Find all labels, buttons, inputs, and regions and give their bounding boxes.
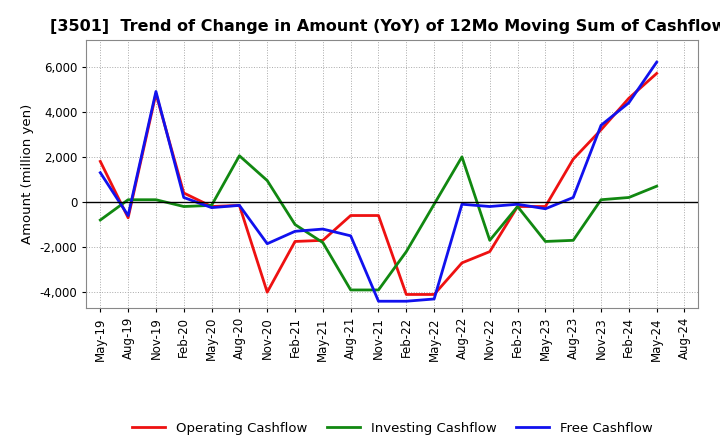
Operating Cashflow <box>263 290 271 295</box>
Investing Cashflow <box>152 197 161 202</box>
Operating Cashflow <box>569 157 577 162</box>
Investing Cashflow <box>291 222 300 227</box>
Operating Cashflow <box>96 159 104 164</box>
Operating Cashflow <box>458 260 467 265</box>
Free Cashflow <box>624 100 633 106</box>
Operating Cashflow <box>402 292 410 297</box>
Free Cashflow <box>541 206 550 211</box>
Free Cashflow <box>458 202 467 207</box>
Free Cashflow <box>207 205 216 210</box>
Operating Cashflow <box>291 239 300 244</box>
Investing Cashflow <box>485 238 494 243</box>
Investing Cashflow <box>263 178 271 183</box>
Operating Cashflow <box>513 204 522 209</box>
Free Cashflow <box>569 195 577 200</box>
Operating Cashflow <box>597 127 606 132</box>
Operating Cashflow <box>346 213 355 218</box>
Investing Cashflow <box>346 287 355 293</box>
Line: Investing Cashflow: Investing Cashflow <box>100 156 657 290</box>
Investing Cashflow <box>597 197 606 202</box>
Y-axis label: Amount (million yen): Amount (million yen) <box>21 104 34 244</box>
Title: [3501]  Trend of Change in Amount (YoY) of 12Mo Moving Sum of Cashflows: [3501] Trend of Change in Amount (YoY) o… <box>50 19 720 34</box>
Investing Cashflow <box>652 183 661 189</box>
Operating Cashflow <box>318 238 327 243</box>
Operating Cashflow <box>652 71 661 76</box>
Operating Cashflow <box>624 95 633 101</box>
Investing Cashflow <box>541 239 550 244</box>
Investing Cashflow <box>569 238 577 243</box>
Investing Cashflow <box>458 154 467 160</box>
Operating Cashflow <box>235 203 243 208</box>
Operating Cashflow <box>374 213 383 218</box>
Free Cashflow <box>652 59 661 65</box>
Free Cashflow <box>291 229 300 234</box>
Investing Cashflow <box>124 197 132 202</box>
Operating Cashflow <box>124 215 132 220</box>
Free Cashflow <box>318 227 327 232</box>
Operating Cashflow <box>541 204 550 209</box>
Investing Cashflow <box>513 204 522 209</box>
Free Cashflow <box>597 123 606 128</box>
Free Cashflow <box>402 299 410 304</box>
Investing Cashflow <box>430 202 438 207</box>
Investing Cashflow <box>179 204 188 209</box>
Operating Cashflow <box>207 204 216 209</box>
Investing Cashflow <box>207 203 216 208</box>
Free Cashflow <box>374 299 383 304</box>
Free Cashflow <box>235 203 243 208</box>
Operating Cashflow <box>485 249 494 254</box>
Operating Cashflow <box>179 191 188 196</box>
Investing Cashflow <box>96 217 104 223</box>
Operating Cashflow <box>152 91 161 96</box>
Legend: Operating Cashflow, Investing Cashflow, Free Cashflow: Operating Cashflow, Investing Cashflow, … <box>127 417 657 440</box>
Free Cashflow <box>152 89 161 94</box>
Line: Free Cashflow: Free Cashflow <box>100 62 657 301</box>
Free Cashflow <box>485 204 494 209</box>
Investing Cashflow <box>374 287 383 293</box>
Free Cashflow <box>179 195 188 200</box>
Free Cashflow <box>346 233 355 238</box>
Investing Cashflow <box>318 240 327 245</box>
Investing Cashflow <box>235 153 243 158</box>
Investing Cashflow <box>624 195 633 200</box>
Free Cashflow <box>96 170 104 175</box>
Free Cashflow <box>124 213 132 218</box>
Line: Operating Cashflow: Operating Cashflow <box>100 73 657 294</box>
Free Cashflow <box>263 241 271 246</box>
Operating Cashflow <box>430 292 438 297</box>
Free Cashflow <box>430 296 438 301</box>
Free Cashflow <box>513 202 522 207</box>
Investing Cashflow <box>402 249 410 254</box>
